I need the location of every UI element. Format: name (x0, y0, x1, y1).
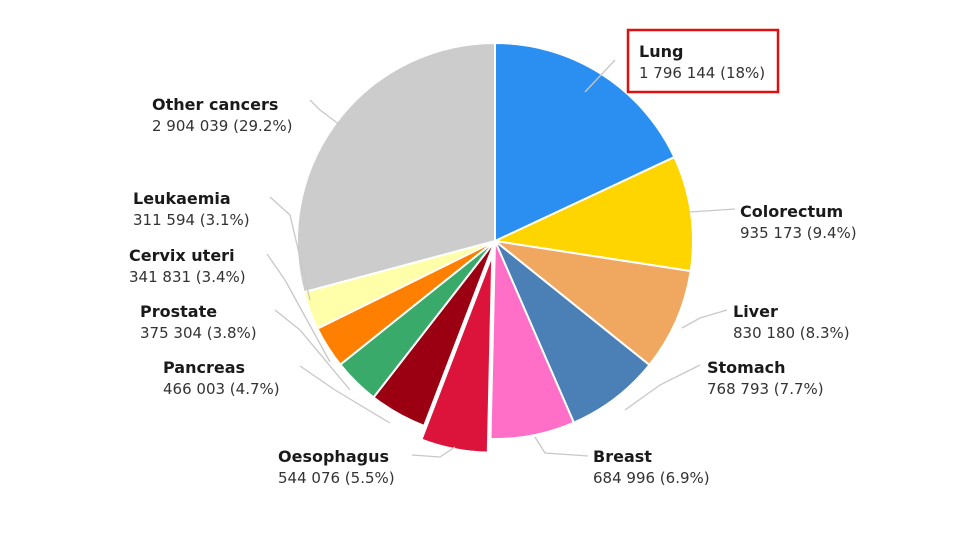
label-value-stomach: 768 793 (7.7%) (707, 380, 824, 398)
label-name-cervix-uteri: Cervix uteri (129, 246, 235, 265)
label-value-cervix-uteri: 341 831 (3.4%) (129, 268, 246, 286)
label-value-oesophagus: 544 076 (5.5%) (278, 469, 395, 487)
label-name-pancreas: Pancreas (163, 358, 245, 377)
label-value-liver: 830 180 (8.3%) (733, 324, 850, 342)
label-value-pancreas: 466 003 (4.7%) (163, 380, 280, 398)
leader-colorectum (689, 208, 736, 213)
label-name-colorectum: Colorectum (740, 202, 843, 221)
label-name-prostate: Prostate (140, 302, 217, 321)
label-name-liver: Liver (733, 302, 778, 321)
slice-breast (489, 240, 576, 440)
lung-highlight-box (626, 28, 780, 94)
label-name-breast: Breast (593, 447, 652, 466)
label-name-oesophagus: Oesophagus (278, 447, 389, 466)
label-value-other-cancers: 2 904 039 (29.2%) (152, 117, 292, 135)
leader-breast (534, 436, 589, 457)
label-name-leukaemia: Leukaemia (133, 189, 231, 208)
label-value-colorectum: 935 173 (9.4%) (740, 224, 857, 242)
label-value-lung: 1 796 144 (18%) (639, 64, 765, 82)
slice-colorectum (491, 155, 694, 273)
leader-cervix-uteri (266, 253, 331, 363)
leader-pancreas (299, 365, 391, 424)
leader-liver (681, 309, 728, 329)
slice-oesophagus (420, 254, 494, 454)
label-name-lung: Lung (639, 42, 683, 61)
pie-slices (296, 41, 694, 454)
leader-lines (266, 59, 736, 458)
label-value-breast: 684 996 (6.9%) (593, 469, 710, 487)
label-name-other-cancers: Other cancers (152, 95, 278, 114)
slice-labels: Lung 1 796 144 (18%) Colorectum 935 173 (9.… (129, 42, 857, 487)
leader-other-cancers (309, 99, 341, 126)
label-value-leukaemia: 311 594 (3.1%) (133, 211, 250, 229)
leader-prostate (274, 309, 351, 391)
slice-stomach (494, 240, 651, 424)
leader-lung (584, 59, 616, 93)
leader-stomach (624, 364, 701, 411)
slice-liver (491, 239, 692, 367)
leader-oesophagus (411, 446, 456, 458)
leader-leukaemia (269, 196, 311, 301)
label-value-prostate: 375 304 (3.8%) (140, 324, 257, 342)
label-name-stomach: Stomach (707, 358, 786, 377)
